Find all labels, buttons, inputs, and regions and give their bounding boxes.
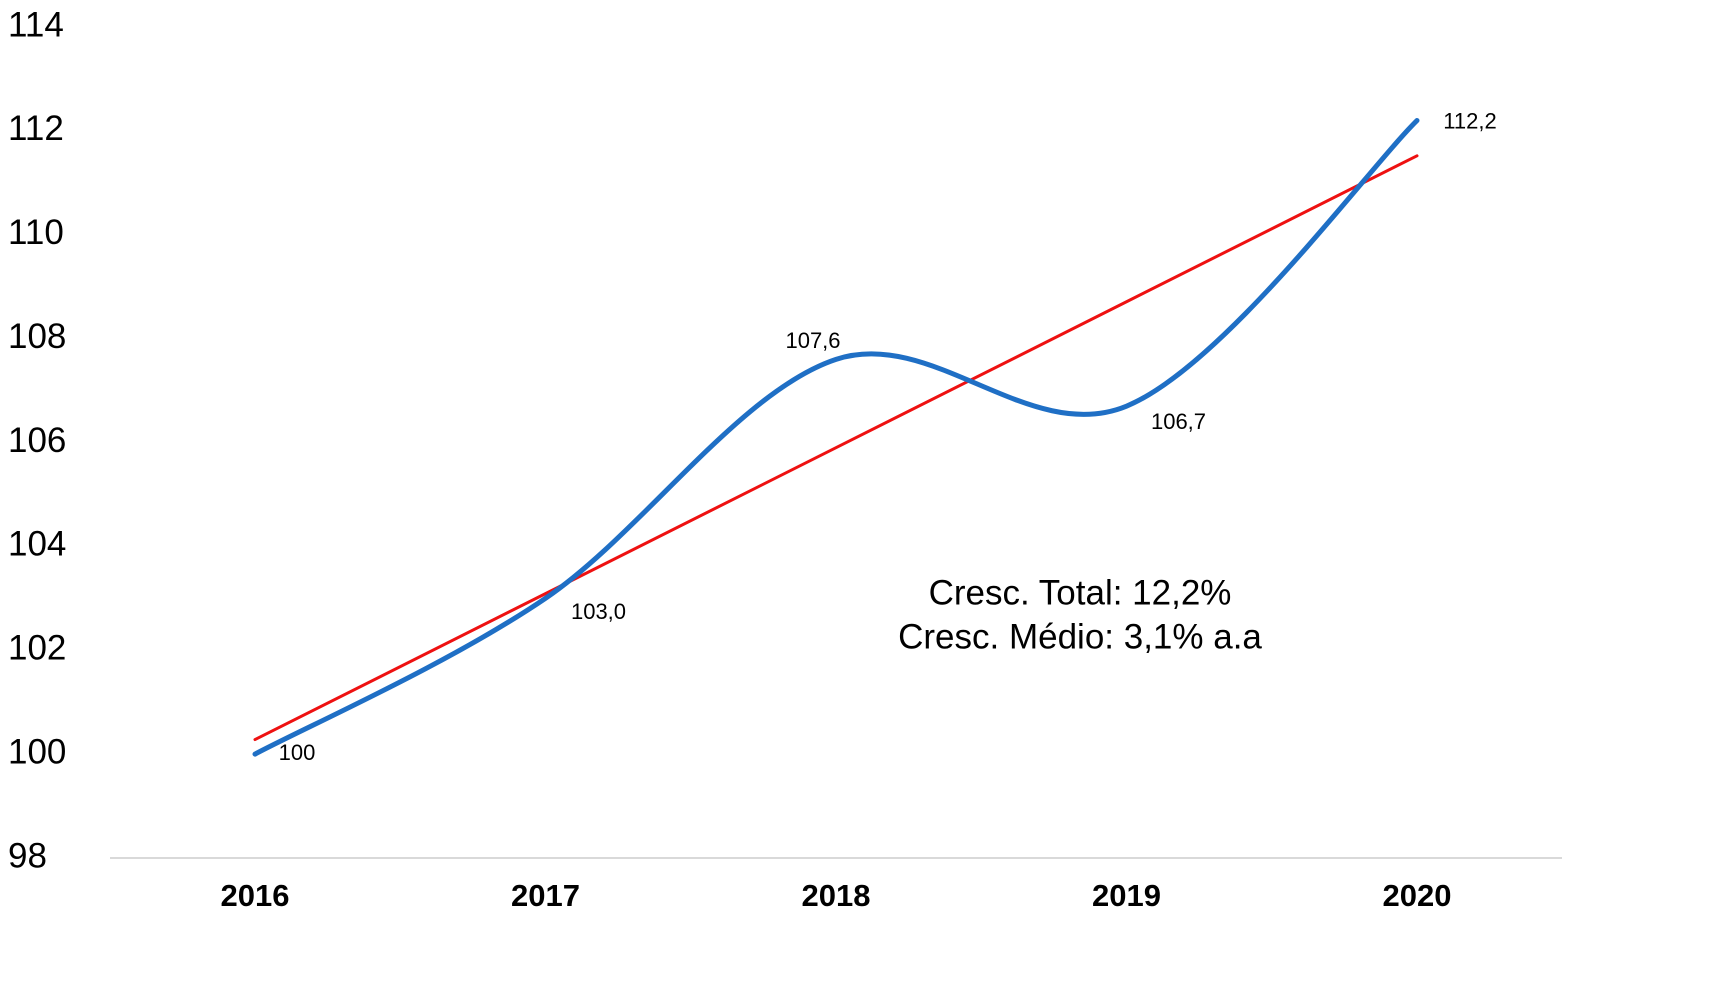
y-tick-label: 100 [8, 732, 66, 771]
x-tick-label: 2020 [1383, 878, 1452, 913]
y-tick-label: 112 [8, 109, 64, 148]
y-tick-label: 104 [8, 525, 66, 564]
line-series [253, 154, 1419, 742]
y-tick-label: 114 [8, 5, 64, 44]
data-label: 106,7 [1151, 409, 1206, 434]
y-tick-label: 106 [8, 421, 66, 460]
data-label: 103,0 [571, 599, 626, 624]
x-tick-label: 2017 [511, 878, 580, 913]
data-label: 112,2 [1443, 108, 1496, 133]
data-label: 100 [279, 740, 316, 765]
x-tick-label: 2018 [802, 878, 871, 913]
line-series [252, 117, 1420, 757]
x-tick-label: 2016 [221, 878, 290, 913]
y-tick-label: 98 [8, 836, 47, 875]
data-label: 107,6 [785, 328, 840, 353]
y-tick-label: 108 [8, 317, 66, 356]
annotation: Cresc. Total: 12,2% [929, 573, 1232, 612]
annotation: Cresc. Médio: 3,1% a.a [898, 617, 1262, 656]
y-tick-label: 102 [8, 629, 66, 668]
y-tick-label: 110 [8, 213, 64, 252]
x-tick-label: 2019 [1092, 878, 1161, 913]
